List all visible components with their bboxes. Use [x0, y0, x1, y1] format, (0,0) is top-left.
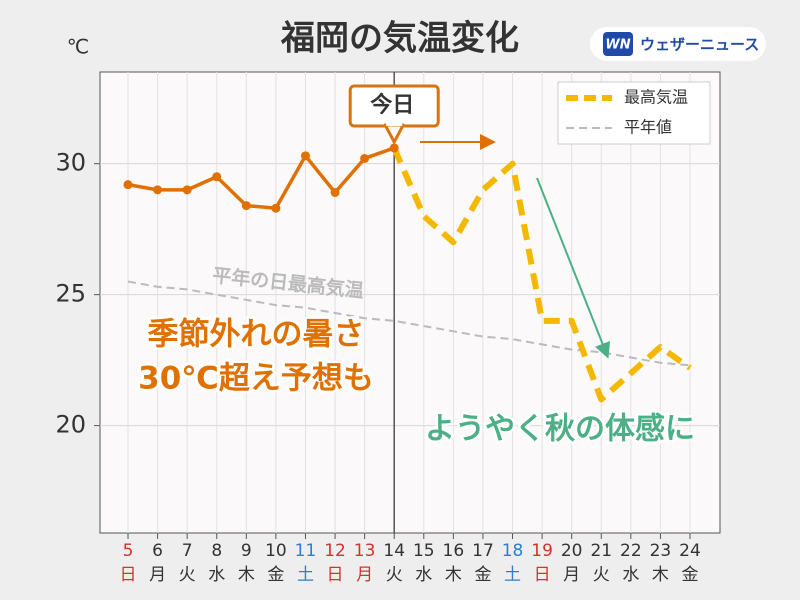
x-tick-label: 24	[679, 541, 701, 561]
point	[123, 180, 133, 190]
x-weekday-label: 火	[179, 565, 196, 585]
x-weekday-label: 木	[238, 565, 255, 585]
point	[271, 203, 281, 213]
x-tick-label: 10	[265, 541, 287, 561]
x-tick-label: 18	[502, 541, 524, 561]
x-tick-label: 14	[383, 541, 405, 561]
today-label: 今日	[370, 92, 414, 118]
legend	[557, 81, 711, 145]
x-tick-label: 20	[561, 541, 583, 561]
logo-text: ウェザーニュース	[640, 36, 759, 54]
hot-label: 季節外れの暑さ	[148, 317, 365, 353]
x-tick-label: 13	[354, 541, 376, 561]
x-weekday-label: 月	[563, 565, 580, 585]
x-weekday-label: 日	[534, 565, 551, 585]
x-weekday-label: 土	[504, 565, 521, 585]
x-weekday-label: 火	[593, 565, 610, 585]
cool-label: ようやく秋の体感に	[425, 412, 695, 447]
x-tick-label: 8	[211, 541, 222, 561]
x-weekday-label: 日	[120, 565, 137, 585]
x-tick-label: 5	[123, 541, 134, 561]
point	[360, 153, 370, 163]
x-tick-label: 17	[472, 541, 494, 561]
chart-title: 福岡の気温変化	[280, 19, 519, 59]
logo-mark: WN	[605, 38, 630, 53]
x-tick-label: 15	[413, 541, 435, 561]
x-tick-label: 11	[295, 541, 317, 561]
legend-box	[557, 81, 711, 145]
legend-label: 最高気温	[624, 88, 688, 107]
logo-badge	[603, 32, 633, 56]
point	[300, 151, 310, 161]
x-tick-label: 6	[152, 541, 163, 561]
x-weekday-label: 木	[445, 565, 462, 585]
x-weekday-label: 火	[386, 565, 403, 585]
x-tick-label: 12	[324, 541, 346, 561]
x-weekday-label: 日	[327, 565, 344, 585]
x-weekday-label: 月	[356, 565, 373, 585]
y-unit: ℃	[67, 35, 89, 59]
x-weekday-label: 水	[208, 565, 225, 585]
logo-bg	[590, 27, 766, 61]
y-tick-label: 25	[55, 280, 86, 308]
x-tick-label: 19	[531, 541, 553, 561]
today-pointer-cover	[386, 122, 403, 126]
y-tick-label: 30	[55, 149, 86, 177]
series-line	[391, 146, 692, 403]
point	[212, 172, 222, 182]
x-weekday-label: 水	[622, 565, 639, 585]
x-weekday-label: 金	[474, 565, 491, 585]
x-tick-label: 23	[650, 541, 672, 561]
y-tick-label: 20	[55, 411, 86, 439]
point	[389, 143, 399, 153]
x-tick-label: 9	[241, 541, 252, 561]
x-tick-label: 22	[620, 541, 642, 561]
series-line	[127, 146, 395, 210]
x-weekday-label: 金	[267, 565, 284, 585]
x-tick-label: 7	[182, 541, 193, 561]
legend-label: 平年値	[624, 118, 672, 137]
arrow	[536, 177, 611, 359]
x-tick-label: 16	[443, 541, 465, 561]
x-weekday-label: 水	[415, 565, 432, 585]
x-weekday-label: 土	[297, 565, 314, 585]
plot-area	[99, 71, 721, 534]
x-weekday-label: 金	[682, 565, 699, 585]
x-weekday-label: 木	[652, 565, 669, 585]
point	[330, 187, 340, 197]
hot-label: 30℃超え予想も	[138, 361, 374, 397]
point	[241, 201, 251, 211]
point	[182, 185, 192, 195]
x-weekday-label: 月	[149, 565, 166, 585]
point	[153, 185, 163, 195]
x-tick-label: 21	[590, 541, 612, 561]
logo: WN ウェザーニュース	[590, 27, 766, 61]
